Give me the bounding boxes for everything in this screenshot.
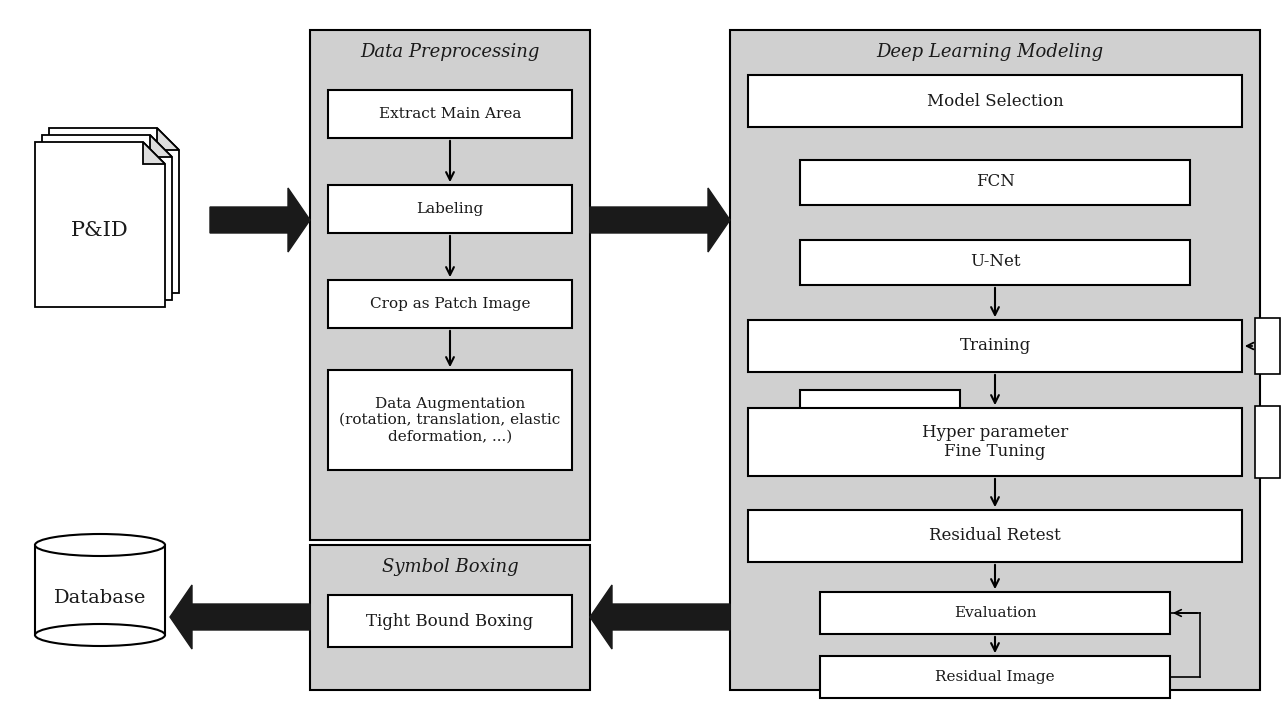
Bar — [328, 90, 572, 138]
Bar — [328, 185, 572, 233]
Polygon shape — [210, 188, 310, 252]
Polygon shape — [156, 128, 179, 150]
Polygon shape — [49, 128, 179, 293]
Text: Data Preprocessing: Data Preprocessing — [360, 43, 540, 61]
Polygon shape — [150, 135, 172, 157]
Polygon shape — [144, 142, 165, 164]
Text: Extract Main Area: Extract Main Area — [378, 107, 522, 121]
Text: Symbol Boxing: Symbol Boxing — [382, 558, 518, 576]
Bar — [310, 30, 590, 540]
Ellipse shape — [35, 534, 165, 556]
Text: FCN: FCN — [976, 174, 1014, 191]
Text: Database: Database — [54, 589, 146, 607]
Text: U-Net: U-Net — [969, 253, 1020, 271]
Bar — [820, 592, 1170, 634]
Bar — [328, 280, 572, 328]
Bar — [747, 320, 1242, 372]
Text: Residual Retest: Residual Retest — [929, 528, 1061, 544]
Text: Deep Learning Modeling: Deep Learning Modeling — [877, 43, 1104, 61]
Bar — [800, 240, 1190, 285]
Polygon shape — [171, 585, 310, 649]
Bar — [800, 390, 960, 435]
Bar — [328, 595, 572, 647]
Text: P&ID: P&ID — [71, 220, 129, 240]
Text: Labeling: Labeling — [417, 202, 483, 216]
Polygon shape — [590, 188, 729, 252]
Text: Hyper parameter
Fine Tuning: Hyper parameter Fine Tuning — [922, 423, 1068, 460]
Text: Residual Image: Residual Image — [935, 670, 1055, 684]
Bar — [1255, 406, 1279, 478]
Bar — [310, 545, 590, 690]
Bar — [820, 656, 1170, 698]
Text: Evaluation: Evaluation — [954, 606, 1036, 620]
Bar — [800, 160, 1190, 205]
Bar — [328, 370, 572, 470]
Text: Crop as Patch Image: Crop as Patch Image — [369, 297, 531, 311]
Polygon shape — [35, 142, 165, 307]
Bar — [1255, 318, 1279, 374]
Text: Model Selection: Model Selection — [927, 92, 1063, 109]
Polygon shape — [590, 585, 729, 649]
Ellipse shape — [35, 624, 165, 646]
Polygon shape — [42, 135, 172, 300]
Bar — [35, 545, 165, 635]
Bar — [747, 408, 1242, 476]
Bar — [747, 75, 1242, 127]
Bar — [747, 510, 1242, 562]
Text: Training: Training — [959, 338, 1031, 354]
Text: Tight Bound Boxing: Tight Bound Boxing — [367, 613, 533, 629]
Bar — [729, 30, 1260, 690]
Text: Data Augmentation
(rotation, translation, elastic
deformation, ...): Data Augmentation (rotation, translation… — [340, 397, 560, 444]
